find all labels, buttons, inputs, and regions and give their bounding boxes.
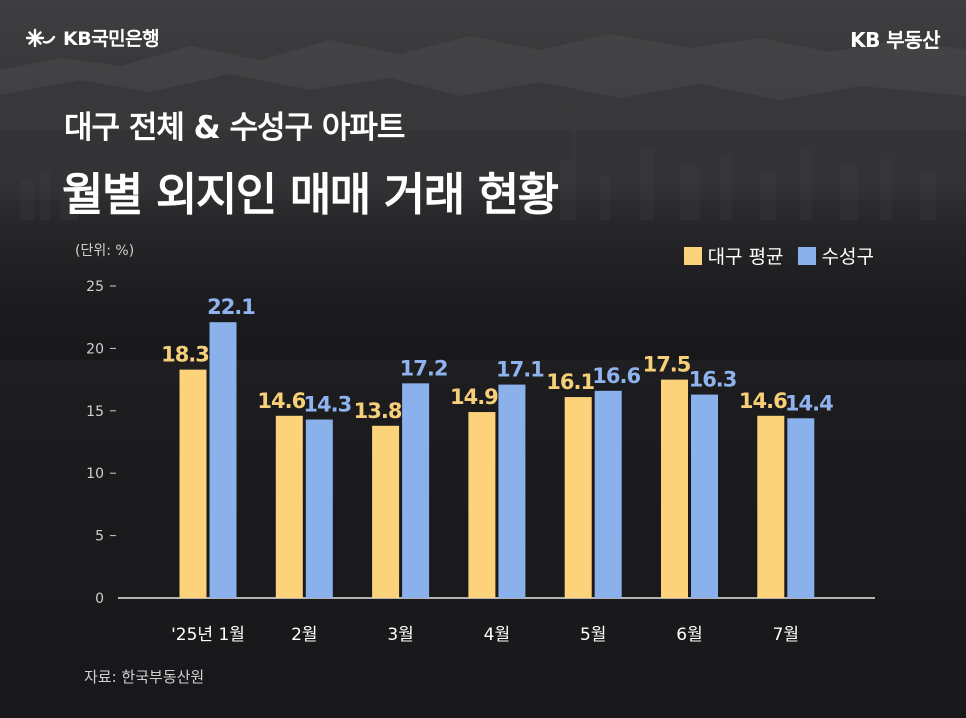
source-note: 자료: 한국부동산원 bbox=[84, 668, 205, 686]
bar-suseong bbox=[498, 384, 526, 598]
data-label-daegu: 14.9 bbox=[450, 385, 498, 409]
data-label-suseong: 16.3 bbox=[689, 368, 737, 392]
kb-realestate-logo: KB 부동산 bbox=[850, 28, 940, 52]
chart-subtitle: 대구 전체 & 수성구 아파트 bbox=[64, 110, 405, 146]
data-label-suseong: 17.1 bbox=[496, 358, 544, 382]
bar-daegu bbox=[564, 397, 592, 598]
data-label-suseong: 14.4 bbox=[785, 391, 833, 415]
unit-label: (단위: %) bbox=[75, 243, 135, 259]
kb-bank-logo: KB국민은행 bbox=[26, 24, 160, 51]
bar-suseong bbox=[691, 394, 718, 598]
bar-daegu bbox=[275, 415, 303, 598]
kb-star-icon bbox=[26, 28, 56, 47]
bar-suseong bbox=[402, 383, 430, 598]
bar-suseong bbox=[209, 322, 237, 598]
legend-item-suseong: 수성구 bbox=[797, 242, 874, 269]
x-tick-label: '25년 1월 bbox=[171, 625, 245, 645]
bar-daegu bbox=[179, 369, 207, 598]
data-label-daegu: 16.1 bbox=[546, 370, 594, 394]
x-tick-label: 7월 bbox=[773, 625, 799, 645]
legend-item-daegu: 대구 평균 bbox=[683, 242, 784, 269]
y-tick-label: 10 bbox=[86, 466, 104, 482]
chart-legend: 대구 평균 수성구 bbox=[683, 242, 874, 269]
y-tick-label: 0 bbox=[95, 591, 104, 607]
y-tick-label: 5 bbox=[95, 529, 104, 545]
data-label-daegu: 14.6 bbox=[257, 389, 305, 413]
bar-daegu bbox=[468, 412, 496, 598]
data-label-daegu: 14.6 bbox=[739, 389, 787, 413]
data-label-suseong: 22.1 bbox=[207, 295, 255, 319]
bar-daegu bbox=[757, 415, 785, 598]
x-tick-label: 6월 bbox=[676, 625, 702, 645]
y-tick-label: 15 bbox=[86, 404, 104, 420]
legend-swatch-suseong bbox=[797, 246, 816, 265]
y-tick-label: 25 bbox=[86, 279, 104, 295]
bar-suseong bbox=[594, 390, 622, 598]
x-tick-label: 4월 bbox=[484, 625, 510, 645]
legend-swatch-daegu bbox=[683, 246, 702, 265]
x-tick-label: 2월 bbox=[291, 625, 317, 645]
data-label-daegu: 17.5 bbox=[643, 353, 691, 377]
chart-title: 월별 외지인 매매 거래 현황 bbox=[62, 168, 559, 221]
y-tick-label: 20 bbox=[86, 341, 104, 357]
legend-label-suseong: 수성구 bbox=[821, 246, 874, 268]
data-label-daegu: 13.8 bbox=[354, 399, 402, 423]
bar-suseong bbox=[305, 419, 333, 598]
bar-daegu bbox=[661, 379, 688, 598]
data-label-suseong: 16.6 bbox=[592, 364, 640, 388]
bar-suseong bbox=[787, 418, 815, 598]
x-tick-label: 5월 bbox=[580, 625, 606, 645]
legend-label-daegu: 대구 평균 bbox=[707, 246, 784, 268]
x-tick-label: 3월 bbox=[387, 625, 413, 645]
bar-daegu bbox=[372, 425, 400, 598]
data-label-daegu: 18.3 bbox=[161, 343, 209, 367]
data-label-suseong: 14.3 bbox=[303, 393, 351, 417]
brand-left-text: KB국민은행 bbox=[63, 28, 160, 50]
data-label-suseong: 17.2 bbox=[400, 356, 448, 380]
